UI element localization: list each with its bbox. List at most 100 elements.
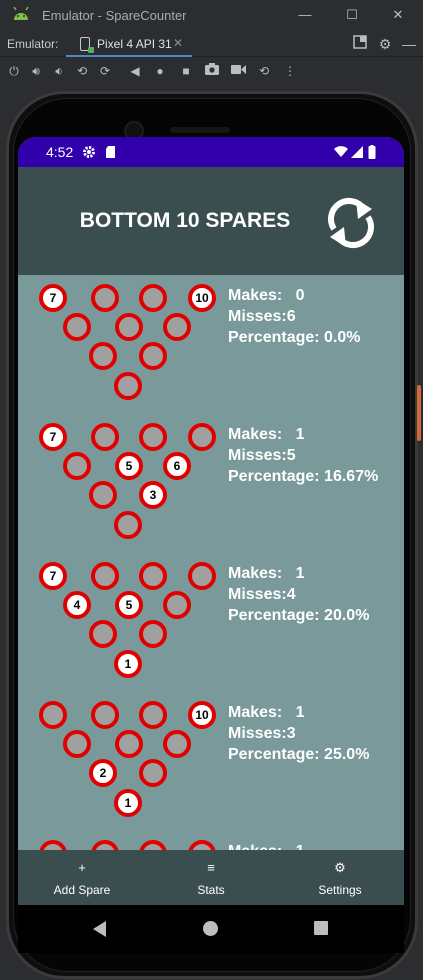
pin-standing: 4 [63, 591, 91, 619]
spare-card[interactable]: 10 2 1 Makes: 1 Misses:3 Percentage: 25.0% [18, 701, 404, 840]
pin-down [91, 284, 119, 312]
pin-standing: 3 [139, 481, 167, 509]
rotate-right-icon[interactable]: ⟳ [99, 64, 111, 78]
spare-stats: Makes: 1 [228, 843, 305, 850]
more-icon[interactable]: ⋮ [284, 64, 296, 78]
battery-icon [368, 145, 376, 159]
pin-down [63, 313, 91, 341]
pin-down [163, 730, 191, 758]
window-title: Emulator - SpareCounter [42, 8, 187, 23]
spare-card[interactable]: 7 10 Makes: 0 Misses:6 Percentage: 0.0% [18, 284, 404, 423]
misses-stat: Misses:6 [228, 308, 361, 329]
home-icon[interactable] [203, 921, 218, 936]
percentage-stat-value: 20.0% [324, 607, 370, 624]
layout-icon[interactable] [351, 35, 369, 53]
makes-stat: Makes: 0 [228, 287, 361, 308]
makes-stat-label: Makes: [228, 843, 282, 850]
misses-stat: Misses:3 [228, 725, 369, 746]
percentage-stat: Percentage: 20.0% [228, 607, 369, 628]
window-titlebar: Emulator - SpareCounter — ☐ ✕ [0, 0, 423, 31]
pin-standing: 5 [115, 591, 143, 619]
spare-stats: Makes: 1 Misses:5 Percentage: 16.67% [228, 426, 378, 489]
makes-stat: Makes: 1 [228, 704, 369, 725]
recents-icon[interactable] [314, 921, 328, 935]
app-bar: BOTTOM 10 SPARES [18, 167, 404, 275]
pin-down [89, 481, 117, 509]
status-bar: 4:52 [18, 137, 404, 167]
close-button[interactable]: ✕ [392, 7, 404, 22]
spare-card[interactable]: Makes: 1 [18, 840, 404, 850]
overview-icon[interactable]: ■ [182, 64, 190, 78]
pin-down [39, 840, 67, 850]
spare-card[interactable]: 7 5 6 3 Makes: 1 Misses:5 Percentage: 16.67% [18, 423, 404, 562]
nav-add-spare[interactable]: + Add Spare [18, 850, 146, 905]
makes-stat-label: Makes: [228, 565, 283, 582]
pin-down [139, 423, 167, 451]
back-icon[interactable]: ◀ [130, 64, 140, 78]
speaker-grille [170, 127, 230, 133]
record-icon[interactable] [229, 62, 247, 80]
side-button[interactable] [417, 385, 421, 441]
pin-standing: 7 [39, 284, 67, 312]
pin-down [188, 423, 216, 451]
percentage-stat: Percentage: 0.0% [228, 329, 361, 350]
android-icon [13, 7, 29, 20]
pin-down [139, 759, 167, 787]
makes-stat-value: 1 [296, 843, 305, 850]
minimize-panel-icon[interactable]: — [402, 36, 416, 52]
nav-label: Add Spare [53, 883, 111, 897]
misses-stat-label: Misses: [228, 725, 287, 742]
makes-stat-value: 1 [295, 426, 305, 443]
misses-stat-label: Misses: [228, 586, 287, 603]
spare-list[interactable]: 7 10 Makes: 0 Misses:6 Percentage: 0.0% 7 5 6 3 M… [18, 275, 404, 850]
spare-card[interactable]: 7 4 5 1 Makes: 1 Misses:4 Percentage: 20.0% [18, 562, 404, 701]
pin-down [115, 730, 143, 758]
makes-stat-label: Makes: [228, 704, 283, 721]
makes-stat-value: 1 [295, 704, 305, 721]
pin-down [163, 591, 191, 619]
volume-up-icon[interactable]: 🔊︎ [32, 64, 40, 78]
makes-stat: Makes: 1 [228, 426, 378, 447]
pin-down [139, 562, 167, 590]
pin-down [139, 840, 167, 850]
pin-down [91, 840, 119, 850]
home-icon[interactable]: ● [156, 64, 164, 78]
pin-standing: 6 [163, 452, 191, 480]
nav-stats[interactable]: ≡ Stats [147, 850, 275, 905]
nav-settings[interactable]: ⚙ Settings [276, 850, 404, 905]
percentage-stat: Percentage: 16.67% [228, 468, 378, 489]
pin-down [63, 452, 91, 480]
pin-down [139, 620, 167, 648]
add-icon: + [78, 860, 86, 875]
pin-standing: 5 [115, 452, 143, 480]
device-icon [80, 37, 94, 53]
list-icon: ≡ [207, 860, 215, 875]
makes-stat-label: Makes: [228, 287, 283, 304]
minimize-button[interactable]: — [298, 7, 312, 22]
gear-icon[interactable]: ⚙ [378, 36, 392, 52]
back-icon[interactable] [93, 921, 106, 937]
pin-down [91, 701, 119, 729]
percentage-stat-label: Percentage: [228, 468, 320, 485]
refresh-icon[interactable] [326, 195, 376, 251]
rotate-left-icon[interactable]: ⟲ [76, 64, 88, 78]
percentage-stat-label: Percentage: [228, 329, 320, 346]
spare-stats: Makes: 1 Misses:3 Percentage: 25.0% [228, 704, 369, 767]
snapshot-icon[interactable]: ⟲ [258, 64, 270, 78]
screenshot-icon[interactable] [203, 62, 221, 80]
tab-close-icon[interactable]: ✕ [173, 36, 184, 50]
volume-down-icon[interactable]: 🔉︎ [55, 64, 63, 78]
pin-standing: 2 [89, 759, 117, 787]
status-time: 4:52 [46, 144, 74, 160]
emulator-tab-row: Emulator: Pixel 4 API 31 ✕ ⚙ — [0, 31, 423, 57]
pin-down [139, 701, 167, 729]
emulator-label: Emulator: [7, 37, 59, 51]
emulator-toolbar: ⏻ 🔊︎ 🔉︎ ⟲ ⟳ ◀ ● ■ ⟲ ⋮ [0, 57, 423, 85]
makes-stat: Makes: 1 [228, 843, 305, 850]
pin-down [114, 511, 142, 539]
maximize-button[interactable]: ☐ [346, 7, 358, 22]
percentage-stat-value: 0.0% [324, 329, 361, 346]
tab-pixel-4[interactable]: Pixel 4 API 31 ✕ [66, 31, 192, 57]
power-icon[interactable]: ⏻ [9, 64, 19, 78]
makes-stat-value: 1 [295, 565, 305, 582]
